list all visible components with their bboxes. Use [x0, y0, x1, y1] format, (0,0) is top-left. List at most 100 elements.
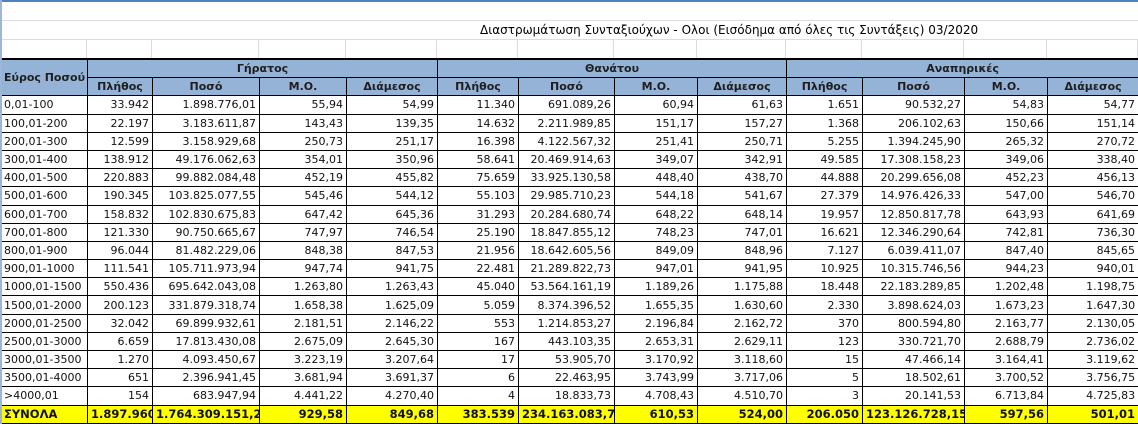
- value-cell[interactable]: 448,40: [614, 168, 698, 188]
- value-cell[interactable]: 648,14: [696, 204, 788, 224]
- value-cell[interactable]: 55.103: [437, 186, 519, 206]
- value-cell[interactable]: 53.564.161,19: [518, 277, 615, 297]
- value-cell[interactable]: 338,40: [1047, 149, 1138, 170]
- value-cell[interactable]: 3.691,37: [346, 368, 438, 388]
- value-cell[interactable]: 4.708,43: [614, 386, 698, 406]
- value-cell[interactable]: 20.284.680,74: [518, 204, 615, 224]
- value-cell[interactable]: 349,06: [964, 149, 1049, 170]
- value-cell[interactable]: 455,82: [346, 168, 438, 188]
- value-cell[interactable]: 20.469.914,63: [518, 149, 615, 170]
- range-cell[interactable]: 400,01-500: [0, 168, 88, 188]
- value-cell[interactable]: 1.673,23: [964, 295, 1049, 315]
- value-cell[interactable]: 443.103,35: [518, 331, 615, 352]
- value-cell[interactable]: 44.888: [786, 168, 864, 188]
- value-cell[interactable]: 747,97: [259, 222, 347, 242]
- value-cell[interactable]: 1.394.245,90: [862, 131, 966, 151]
- value-cell[interactable]: 849,68: [346, 404, 438, 424]
- value-cell[interactable]: 4.093.450,67: [152, 349, 260, 370]
- value-cell[interactable]: 3.743,99: [614, 368, 698, 388]
- value-cell[interactable]: 4.122.567,32: [518, 131, 615, 151]
- value-cell[interactable]: 25.190: [437, 222, 519, 242]
- value-cell[interactable]: 53.905,70: [518, 349, 615, 370]
- range-cell[interactable]: 700,01-800: [0, 222, 88, 242]
- value-cell[interactable]: 21.289.822,73: [518, 259, 615, 279]
- value-cell[interactable]: 597,56: [964, 404, 1049, 424]
- value-cell[interactable]: 4.441,22: [259, 386, 347, 406]
- value-cell[interactable]: 17.813.430,08: [152, 331, 260, 352]
- value-cell[interactable]: 206.102,63: [862, 113, 966, 133]
- value-cell[interactable]: 330.721,70: [862, 331, 966, 352]
- value-cell[interactable]: 648,22: [614, 204, 698, 224]
- value-cell[interactable]: 14.976.426,33: [862, 186, 966, 206]
- value-cell[interactable]: 138.912: [87, 149, 153, 170]
- empty-cell[interactable]: [1047, 40, 1138, 58]
- value-cell[interactable]: 742,81: [964, 222, 1049, 242]
- range-cell[interactable]: 0,01-100: [0, 95, 88, 115]
- value-cell[interactable]: 1.651: [786, 95, 864, 115]
- value-cell[interactable]: 683.947,94: [152, 386, 260, 406]
- value-cell[interactable]: 2.736,02: [1047, 331, 1138, 352]
- value-cell[interactable]: 645,36: [346, 204, 438, 224]
- range-cell[interactable]: 1500,01-2000: [0, 295, 88, 315]
- value-cell[interactable]: 3.170,92: [614, 349, 698, 370]
- value-cell[interactable]: 220.883: [87, 168, 153, 188]
- empty-cell[interactable]: [346, 40, 437, 58]
- value-cell[interactable]: 545,46: [259, 186, 347, 206]
- value-cell[interactable]: 748,23: [614, 222, 698, 242]
- value-cell[interactable]: 847,53: [346, 240, 438, 261]
- value-cell[interactable]: 524,00: [696, 404, 788, 424]
- value-cell[interactable]: 847,40: [964, 240, 1049, 261]
- value-cell[interactable]: 8.374.396,52: [518, 295, 615, 315]
- value-cell[interactable]: 941,95: [696, 259, 788, 279]
- value-cell[interactable]: 541,67: [696, 186, 788, 206]
- value-cell[interactable]: 929,58: [259, 404, 347, 424]
- value-cell[interactable]: 32.042: [87, 313, 153, 333]
- value-cell[interactable]: 349,07: [614, 149, 698, 170]
- value-cell[interactable]: 54,99: [346, 95, 438, 115]
- value-cell[interactable]: 3.717,06: [696, 368, 788, 388]
- value-cell[interactable]: 10.315.746,56: [862, 259, 966, 279]
- value-cell[interactable]: 2.675,09: [259, 331, 347, 352]
- value-cell[interactable]: 99.882.084,48: [152, 168, 260, 188]
- value-cell[interactable]: 1.655,35: [614, 295, 698, 315]
- value-cell[interactable]: 3.119,62: [1047, 349, 1138, 370]
- value-cell[interactable]: 12.599: [87, 131, 153, 151]
- value-cell[interactable]: 651: [87, 368, 153, 388]
- value-cell[interactable]: 54,77: [1047, 95, 1138, 115]
- value-cell[interactable]: 22.183.289,85: [862, 277, 966, 297]
- value-cell[interactable]: 3.756,75: [1047, 368, 1138, 388]
- value-cell[interactable]: 55,94: [259, 95, 347, 115]
- value-cell[interactable]: 158.832: [87, 204, 153, 224]
- empty-cell[interactable]: [786, 40, 862, 58]
- value-cell[interactable]: 4.270,40: [346, 386, 438, 406]
- value-cell[interactable]: 6.713,84: [964, 386, 1049, 406]
- value-cell[interactable]: 1.368: [786, 113, 864, 133]
- value-cell[interactable]: 18.448: [786, 277, 864, 297]
- value-cell[interactable]: 27.379: [786, 186, 864, 206]
- value-cell[interactable]: 2.211.989,85: [518, 113, 615, 133]
- value-cell[interactable]: 2.396.941,45: [152, 368, 260, 388]
- value-cell[interactable]: 3: [786, 386, 864, 406]
- value-cell[interactable]: 1.263,43: [346, 277, 438, 297]
- value-cell[interactable]: 4.510,70: [696, 386, 788, 406]
- value-cell[interactable]: 81.482.229,06: [152, 240, 260, 261]
- value-cell[interactable]: 2.130,05: [1047, 313, 1138, 333]
- value-cell[interactable]: 3.118,60: [696, 349, 788, 370]
- range-cell[interactable]: 3500,01-4000: [0, 368, 88, 388]
- value-cell[interactable]: 17.308.158,23: [862, 149, 966, 170]
- value-cell[interactable]: 49.585: [786, 149, 864, 170]
- value-cell[interactable]: 695.642.043,08: [152, 277, 260, 297]
- value-cell[interactable]: 14.632: [437, 113, 519, 133]
- value-cell[interactable]: 350,96: [346, 149, 438, 170]
- value-cell[interactable]: 848,38: [259, 240, 347, 261]
- value-cell[interactable]: 60,94: [614, 95, 698, 115]
- value-cell[interactable]: 546,70: [1047, 186, 1138, 206]
- value-cell[interactable]: 15: [786, 349, 864, 370]
- value-cell[interactable]: 354,01: [259, 149, 347, 170]
- value-cell[interactable]: 16.398: [437, 131, 519, 151]
- value-cell[interactable]: 18.502,61: [862, 368, 966, 388]
- value-cell[interactable]: 75.659: [437, 168, 519, 188]
- value-cell[interactable]: 370: [786, 313, 864, 333]
- empty-cell[interactable]: [518, 40, 614, 58]
- value-cell[interactable]: 438,70: [696, 168, 788, 188]
